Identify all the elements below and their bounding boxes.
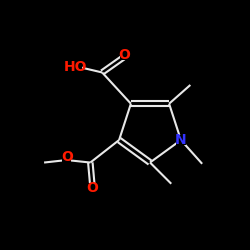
Text: O: O xyxy=(86,181,98,195)
Bar xyxy=(67,62,82,72)
Text: O: O xyxy=(119,48,130,62)
Bar xyxy=(62,153,71,162)
Bar xyxy=(88,183,97,192)
Text: N: N xyxy=(175,133,187,147)
Text: HO: HO xyxy=(64,60,87,74)
Text: O: O xyxy=(61,150,73,164)
Bar xyxy=(176,135,186,145)
Bar xyxy=(120,51,130,60)
